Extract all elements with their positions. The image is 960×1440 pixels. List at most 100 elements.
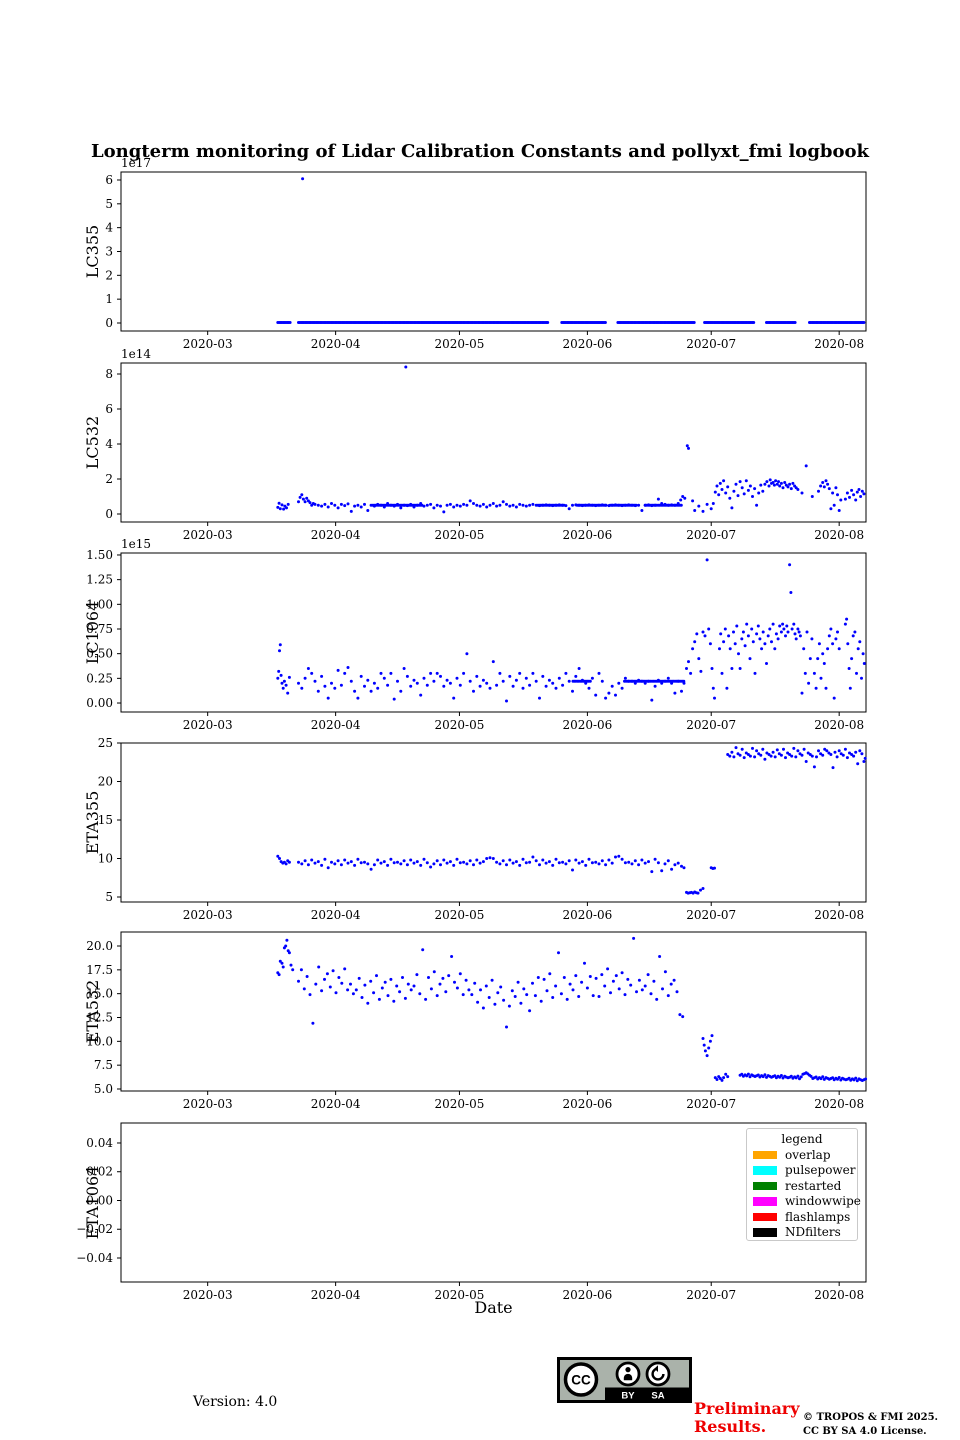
- data-point: [353, 504, 357, 508]
- data-point: [680, 689, 683, 693]
- data-point: [488, 856, 492, 860]
- data-point: [422, 676, 426, 680]
- data-point: [531, 671, 535, 675]
- data-point: [478, 861, 482, 865]
- data-point: [478, 684, 482, 688]
- data-point: [773, 755, 777, 759]
- data-point: [488, 503, 492, 507]
- data-point: [412, 678, 416, 682]
- data-point: [356, 696, 360, 700]
- data-point: [757, 752, 761, 756]
- data-point: [305, 975, 309, 978]
- data-point: [702, 1043, 706, 1047]
- data-point: [757, 491, 761, 495]
- data-point: [339, 502, 343, 506]
- data-point: [448, 681, 452, 685]
- data-point: [614, 855, 617, 859]
- data-point: [709, 507, 713, 511]
- data-point: [708, 1039, 712, 1043]
- data-point: [669, 982, 673, 986]
- data-point: [827, 634, 831, 638]
- data-point: [850, 488, 854, 492]
- data-point: [697, 504, 701, 508]
- data-point: [473, 981, 477, 985]
- data-point: [831, 491, 835, 495]
- data-point: [281, 686, 285, 690]
- sa-arrow-head: [654, 1365, 658, 1372]
- preliminary-results-label: Preliminary Results.: [694, 1399, 800, 1436]
- x-tick-label: 2020-05: [435, 337, 485, 351]
- axes-frame-lc1064: [120, 552, 867, 713]
- x-tick-label: 2020-08: [814, 908, 864, 922]
- legend-item-overlap: overlap: [747, 1147, 857, 1163]
- data-point: [475, 674, 479, 678]
- data-point: [306, 667, 310, 670]
- data-point: [855, 490, 859, 494]
- data-point: [819, 484, 823, 488]
- data-point: [583, 961, 586, 965]
- data-point: [832, 503, 836, 507]
- data-point: [862, 492, 866, 496]
- data-point: [518, 863, 522, 867]
- data-point: [756, 624, 760, 628]
- data-point: [834, 637, 838, 641]
- data-point: [758, 637, 762, 641]
- data-point: [445, 861, 449, 865]
- data-point: [713, 696, 716, 700]
- data-point: [634, 503, 638, 507]
- y-axis-title-eta355: ETA355: [83, 791, 102, 855]
- data-point: [518, 502, 522, 506]
- x-axis-eta1064: 2020-03 2020-04 2020-05 2020-06 2020-07 2020-…: [183, 1282, 864, 1302]
- data-point: [409, 988, 413, 992]
- data-point: [420, 503, 424, 507]
- data-point: [748, 657, 752, 661]
- data-point: [751, 495, 754, 498]
- data-point: [786, 485, 790, 489]
- data-point: [692, 321, 696, 324]
- data-point: [461, 993, 465, 997]
- data-point: [465, 862, 469, 866]
- data-point: [827, 487, 831, 491]
- data-point: [435, 859, 439, 863]
- data-point: [468, 679, 472, 683]
- data-point: [546, 321, 550, 324]
- data-point: [425, 861, 429, 865]
- data-point: [786, 630, 790, 634]
- data-point: [404, 365, 408, 369]
- data-point: [588, 679, 592, 683]
- legend-label: overlap: [785, 1147, 831, 1162]
- y-tick-label: 0.50: [86, 647, 113, 661]
- data-point: [330, 860, 333, 864]
- data-point: [359, 505, 363, 509]
- data-point: [629, 983, 633, 987]
- data-point: [779, 481, 783, 485]
- data-point: [682, 679, 686, 683]
- data-point: [425, 683, 429, 687]
- data-point: [783, 481, 787, 484]
- data-point: [860, 676, 863, 680]
- data-point: [564, 862, 568, 866]
- data-point: [279, 673, 283, 677]
- data-point: [769, 754, 773, 758]
- data-point: [675, 990, 679, 994]
- data-point: [724, 1072, 728, 1076]
- data-point: [577, 861, 581, 865]
- y-tick-label: 20: [98, 774, 113, 788]
- data-point: [429, 502, 433, 506]
- y-axis-eta355: 5 10 15 20 25: [98, 736, 121, 904]
- data-point: [637, 978, 641, 982]
- data-point: [689, 671, 693, 675]
- data-point: [755, 632, 759, 636]
- data-point: [843, 747, 847, 751]
- data-point: [363, 983, 367, 987]
- data-point: [857, 488, 861, 491]
- y-axis-lc532: 0 2 4 6 8: [105, 367, 121, 521]
- data-point: [323, 684, 327, 688]
- data-point: [802, 647, 806, 651]
- data-point: [311, 1021, 315, 1025]
- data-point: [580, 860, 584, 864]
- data-point: [863, 756, 867, 760]
- x-tick-label: 2020-07: [686, 337, 736, 351]
- data-point: [496, 991, 500, 995]
